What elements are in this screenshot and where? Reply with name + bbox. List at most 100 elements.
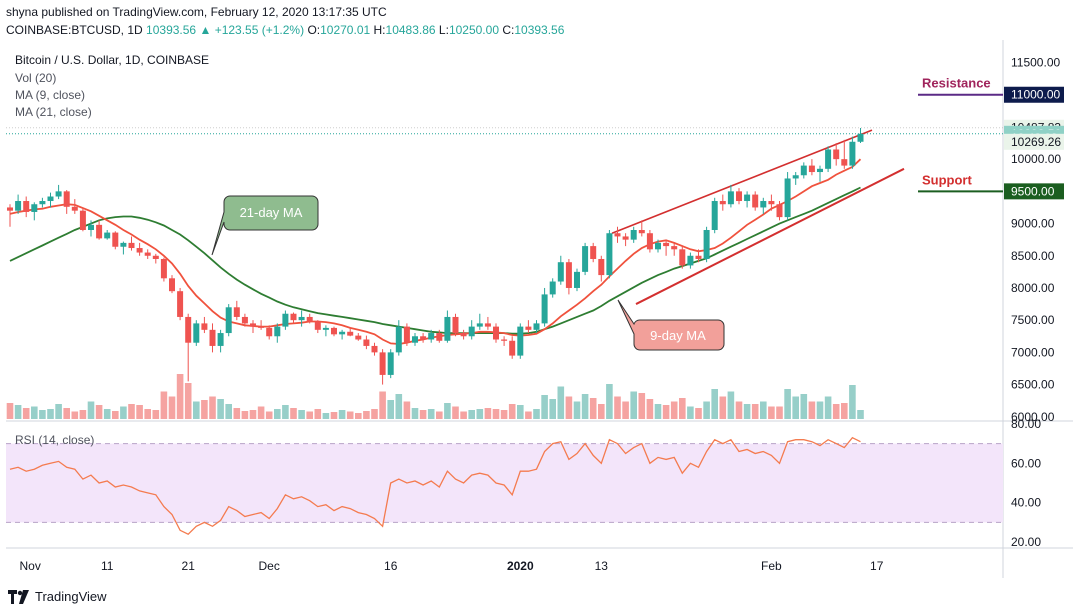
last-price: 10393.56: [146, 23, 197, 37]
rsi-line: [9, 436, 861, 535]
volume-bar: [679, 398, 686, 419]
volume-bar: [468, 410, 475, 419]
volume-bar: [95, 405, 103, 419]
candle: [655, 242, 661, 250]
volume-bar: [476, 409, 484, 419]
tradingview-logo-icon: [8, 589, 30, 604]
candle: [671, 246, 678, 250]
close-label: C:: [502, 23, 515, 37]
volume-bar: [168, 396, 176, 419]
rsi-band: [6, 443, 1003, 523]
volume-bar: [849, 385, 856, 419]
volume-bar: [500, 410, 508, 419]
high-value: 10483.86: [385, 23, 436, 37]
candle: [525, 326, 532, 330]
ma21-callout: 21-day MA: [211, 195, 319, 256]
candle: [298, 316, 305, 321]
price-label-box: [1004, 133, 1064, 150]
candle: [687, 255, 694, 266]
candle: [501, 339, 508, 341]
volume-bar: [598, 404, 605, 419]
volume-bar: [792, 396, 799, 419]
volume-bar: [711, 389, 718, 419]
candle: [185, 316, 192, 343]
candle: [549, 281, 556, 295]
price-tick-label: 6500.00: [1011, 378, 1055, 392]
candle: [39, 201, 46, 205]
volume-bar: [654, 404, 662, 419]
volume-bar: [800, 394, 808, 419]
ma21-line: [9, 186, 861, 335]
candle: [160, 258, 167, 279]
volume-bar: [176, 374, 184, 419]
candle: [104, 232, 111, 239]
candle: [582, 246, 589, 272]
time-tick-label: 21: [182, 559, 196, 573]
volume-bar: [614, 396, 621, 419]
candle: [436, 333, 443, 341]
price-tick-label: 7000.00: [1011, 345, 1055, 359]
candle: [233, 307, 240, 317]
candle: [719, 201, 726, 205]
ma21-callout-text: 21-day MA: [240, 205, 303, 220]
candle: [468, 326, 475, 337]
volume-bar: [484, 408, 492, 419]
volume-bar: [371, 409, 378, 419]
price-tick-label: 8500.00: [1011, 249, 1055, 263]
candle: [752, 194, 759, 208]
volume-bar: [622, 401, 629, 419]
volume-bar: [525, 411, 532, 419]
candle: [177, 291, 184, 317]
volume-bar: [573, 401, 581, 419]
candle: [792, 175, 799, 179]
volume-bar: [103, 409, 111, 419]
volume-bar: [184, 383, 192, 419]
candle: [768, 201, 775, 205]
volume-bar: [816, 401, 824, 419]
candle: [169, 278, 175, 292]
volume-bar: [646, 399, 654, 419]
volume-bar: [411, 408, 419, 419]
volume-legend: Vol (20): [15, 71, 57, 85]
candle: [776, 204, 783, 218]
volume-bar: [14, 405, 22, 419]
candle: [387, 352, 394, 375]
candle: [217, 333, 224, 346]
volume-bar: [338, 410, 346, 419]
candle: [606, 233, 613, 276]
open-label: O:: [307, 23, 321, 37]
candle: [412, 336, 418, 343]
volume-bar: [257, 406, 265, 419]
volume-bar: [282, 405, 289, 419]
symbol-label: COINBASE:BTCUSD, 1D: [6, 23, 143, 37]
candle: [250, 323, 256, 327]
ma21-legend: MA (21, close): [15, 105, 92, 119]
volume-bar: [606, 384, 613, 419]
candle: [476, 323, 483, 327]
candle: [379, 352, 386, 375]
candle: [800, 165, 807, 176]
volume-bar: [306, 411, 313, 419]
channel-lower-line: [635, 167, 905, 305]
candle: [622, 236, 629, 240]
volume-bar: [314, 409, 322, 419]
price-tick-label: 9000.00: [1011, 217, 1055, 231]
ma21-callout-box: [211, 195, 319, 256]
time-tick-label: Nov: [20, 559, 41, 573]
candle: [290, 313, 297, 321]
price-label: 10269.26: [1011, 135, 1061, 149]
tradingview-brand[interactable]: TradingView: [8, 589, 107, 604]
candle: [96, 224, 103, 239]
up-arrow-icon: ▲: [199, 23, 212, 37]
volume-bar: [22, 408, 30, 419]
volume-bar: [6, 403, 14, 419]
candle: [711, 201, 718, 230]
volume-bar: [719, 396, 727, 419]
volume-bar: [217, 399, 224, 419]
candle: [152, 255, 159, 259]
price-tick-label: 11500.00: [1011, 56, 1060, 70]
candle: [55, 191, 62, 197]
candle: [533, 323, 540, 330]
volume-bar: [47, 409, 54, 419]
price-label-box: [1004, 183, 1064, 200]
